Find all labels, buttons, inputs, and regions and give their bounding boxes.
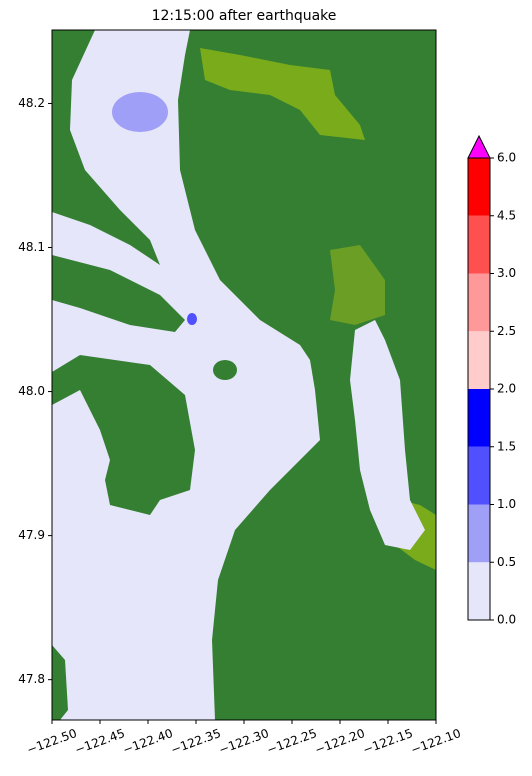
colorbar-tick-label: 3.0 bbox=[497, 266, 516, 280]
land bbox=[52, 645, 68, 720]
island bbox=[213, 360, 237, 380]
x-tick-label: −122.20 bbox=[313, 726, 367, 757]
y-tick-label: 48.1 bbox=[18, 240, 45, 254]
colorbar-segment bbox=[468, 562, 490, 620]
x-tick-label: −122.25 bbox=[265, 726, 319, 757]
colorbar-tick-label: 4.5 bbox=[497, 208, 516, 222]
colorbar-extend bbox=[467, 134, 491, 159]
land bbox=[52, 355, 195, 515]
colorbar-tick-label: 0.0 bbox=[497, 613, 516, 627]
chart-title: 12:15:00 after earthquake bbox=[152, 8, 337, 24]
colorbar-segment bbox=[468, 215, 490, 274]
land bbox=[52, 255, 185, 332]
y-tick-label: 47.8 bbox=[18, 672, 45, 686]
land bbox=[178, 30, 436, 720]
colorbar-segment bbox=[468, 158, 490, 216]
map bbox=[51, 29, 437, 721]
y-tick-label: 48.0 bbox=[18, 384, 45, 398]
y-tick-label: 48.2 bbox=[18, 96, 45, 110]
flooded-area bbox=[187, 313, 197, 325]
x-tick-label: −122.10 bbox=[409, 726, 463, 757]
shallow-land bbox=[200, 48, 365, 140]
x-tick-label: −122.30 bbox=[217, 726, 271, 757]
colorbar-segment bbox=[468, 504, 490, 563]
colorbar-segment bbox=[468, 273, 490, 332]
colorbar-segment bbox=[468, 331, 490, 389]
colorbar-tick-label: 2.5 bbox=[497, 324, 516, 338]
colorbar-tick-label: 1.0 bbox=[497, 497, 516, 511]
shallow-land bbox=[330, 245, 385, 325]
water bbox=[350, 320, 425, 550]
x-tick-label: −122.40 bbox=[121, 726, 175, 757]
colorbar-tick-label: 6.0 bbox=[497, 151, 516, 165]
x-tick-label: −122.45 bbox=[73, 726, 127, 757]
x-tick-label: −122.50 bbox=[25, 726, 79, 757]
colorbar-segment bbox=[468, 446, 490, 505]
colorbar: 0.0 0.5 1.0 1.5 2.0 2.5 3.0 4.5 6.0 bbox=[467, 134, 516, 627]
x-tick-label: −122.15 bbox=[361, 726, 415, 757]
land bbox=[52, 30, 160, 265]
colorbar-tick-label: 2.0 bbox=[497, 382, 516, 396]
colorbar-tick-label: 0.5 bbox=[497, 555, 516, 569]
x-tick-label: −122.35 bbox=[169, 726, 223, 757]
y-tick-label: 47.9 bbox=[18, 528, 45, 542]
flooded-area bbox=[112, 92, 168, 132]
colorbar-segment bbox=[468, 389, 490, 447]
colorbar-tick-label: 1.5 bbox=[497, 439, 516, 453]
